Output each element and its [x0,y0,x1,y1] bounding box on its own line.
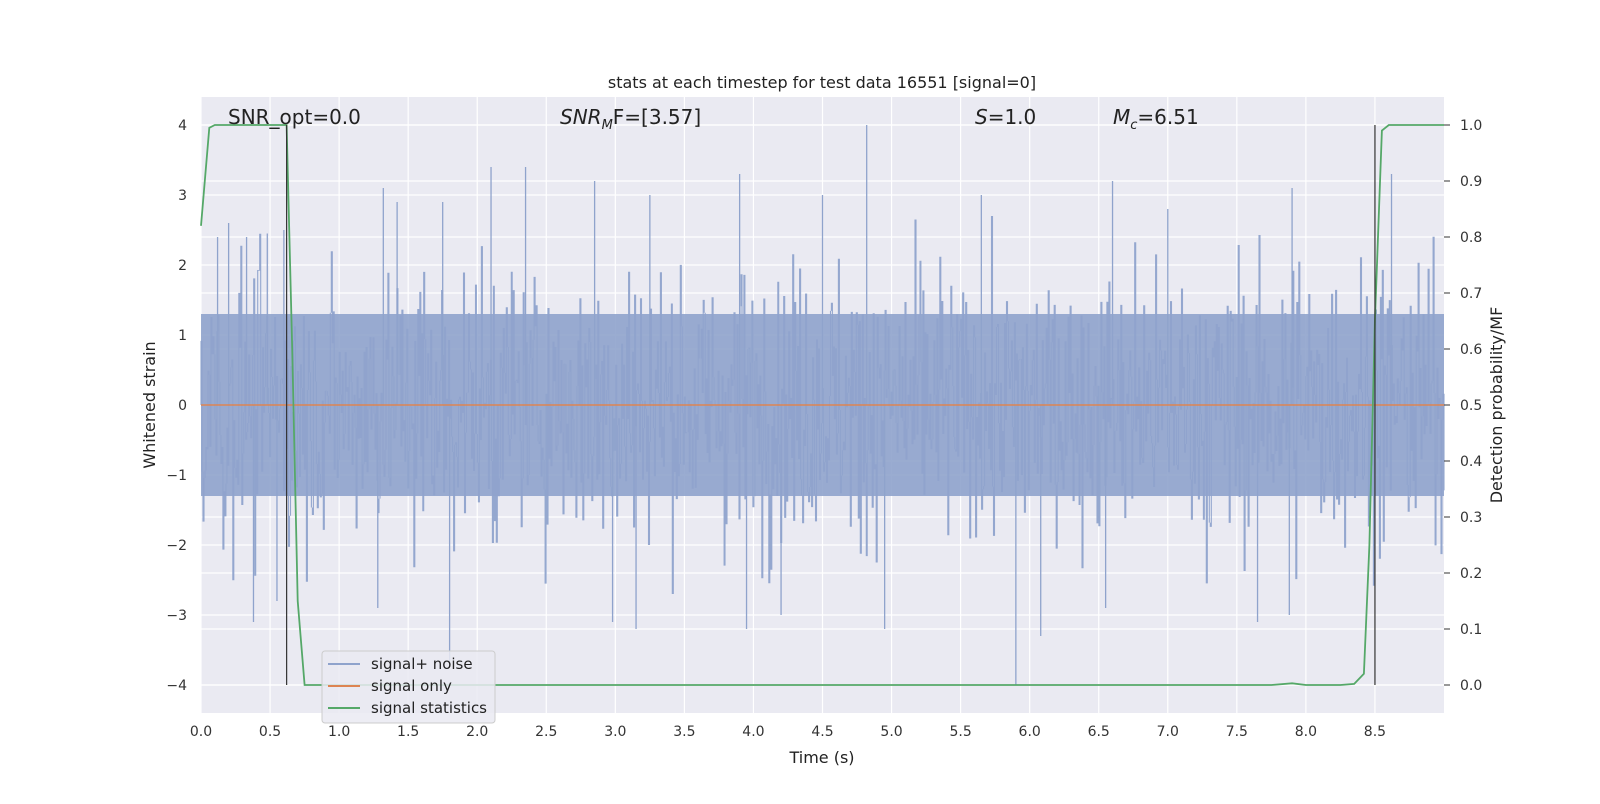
annotation-snr-opt: SNR_opt=0.0 [228,105,361,129]
y-right-tick-label: 0.8 [1460,230,1482,246]
y-right-tick-label: 0.7 [1460,286,1482,302]
y-tick-label: 0 [178,398,187,414]
x-tick-label: 5.5 [949,724,971,740]
legend-label-statistics: signal statistics [371,699,487,717]
x-tick-label: 7.5 [1226,724,1248,740]
y-right-tick-label: 0.2 [1460,566,1482,582]
x-tick-label: 2.0 [466,724,488,740]
y-tick-label: −3 [166,608,187,624]
y-right-tick-label: 0.4 [1460,454,1482,470]
y-right-tick-label: 0.5 [1460,398,1482,414]
s-rest: =1.0 [988,105,1037,129]
snr-mf-sub: M [602,118,613,133]
legend-box [321,650,496,724]
legend-label-signal: signal only [371,677,452,695]
chart-title: stats at each timestep for test data 165… [608,73,1036,92]
x-tick-label: 6.0 [1019,724,1041,740]
s-main: S [975,105,988,129]
y-tick-label: 4 [178,118,187,134]
y-tick-label: 3 [178,188,187,204]
line-series [200,124,1444,686]
y-tick-label: −2 [166,538,187,554]
x-tick-label: 0.5 [259,724,281,740]
y-right-tick-label: 0.3 [1460,510,1482,526]
y-tick-label: −4 [166,678,187,694]
x-tick-label: 8.0 [1295,724,1317,740]
snr-mf-main: SNR [560,105,602,129]
y-right-tick-label: 0.9 [1460,174,1482,190]
y-right-tick-labels: 1.0 0.9 0.8 0.7 0.6 0.5 0.4 0.3 0.2 0.1 0.0 [1444,118,1482,694]
annotation-s: S=1.0 [975,105,1036,129]
x-tick-label: 7.0 [1157,724,1179,740]
mc-main: M [1113,105,1130,129]
x-tick-label: 4.5 [811,724,833,740]
x-tick-label: 3.0 [604,724,626,740]
y-axis-label: Whitened strain [140,341,159,468]
mc-sub: c [1130,118,1137,133]
y-tick-label: 1 [178,328,187,344]
x-tick-label: 6.5 [1088,724,1110,740]
annotation-mc: Mc=6.51 [1113,105,1199,133]
y-tick-label: −1 [166,468,187,484]
y-right-tick-label: 1.0 [1460,118,1482,134]
mc-rest: =6.51 [1137,105,1198,129]
legend: signal+ noise signal only signal statist… [321,650,496,724]
x-tick-label: 1.0 [328,724,350,740]
y-right-tick-label: 0.1 [1460,622,1482,638]
y-tick-labels: 4 3 2 1 0 −1 −2 −3 −4 [166,118,187,694]
x-tick-label: 4.0 [742,724,764,740]
signal-statistics-line [200,124,1444,686]
x-axis-label: Time (s) [788,748,854,767]
x-tick-label: 5.0 [880,724,902,740]
y-right-tick-label: 0.6 [1460,342,1482,358]
legend-label-noise: signal+ noise [371,655,473,673]
vertical-markers [286,125,1376,685]
annotation-snr-mf: SNRMF=[3.57] [560,105,701,133]
x-tick-label: 0.0 [190,724,212,740]
y-axis-right-label: Detection probability/MF [1487,307,1506,504]
x-tick-label: 8.5 [1364,724,1386,740]
x-tick-label: 1.5 [397,724,419,740]
x-tick-labels: 0.0 0.5 1.0 1.5 2.0 2.5 3.0 3.5 4.0 4.5 5.0 5.5 6.0 6… [190,724,1386,740]
snr-mf-rest: F=[3.57] [613,105,701,129]
x-tick-label: 2.5 [535,724,557,740]
y-tick-label: 2 [178,258,187,274]
y-right-tick-label: 0.0 [1460,678,1482,694]
x-tick-label: 3.5 [673,724,695,740]
